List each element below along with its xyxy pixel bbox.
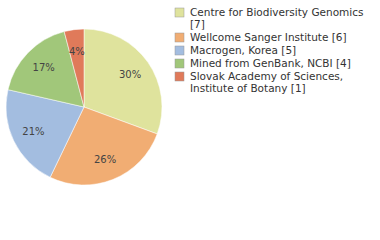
pie <box>6 29 162 185</box>
legend-label: Mined from GenBank, NCBI [4] <box>190 57 351 69</box>
data-label: 17% <box>33 62 55 73</box>
legend-swatch <box>175 46 184 55</box>
legend-label: Macrogen, Korea [5] <box>190 44 296 56</box>
data-label: 30% <box>119 69 141 80</box>
legend-label: Slovak Academy of Sciences,Institute of … <box>190 70 343 94</box>
data-labels: 30% 26% 21% 17% 4% <box>22 46 141 165</box>
legend-swatch <box>175 59 184 68</box>
data-label: 4% <box>69 46 85 57</box>
legend-swatch <box>175 72 184 81</box>
legend: Centre for Biodiversity Genomics[7]Wellc… <box>175 6 363 94</box>
chart: 30% 26% 21% 17% 4% Centre for Biodiversity Ge… <box>0 0 380 240</box>
legend-label: Centre for Biodiversity Genomics[7] <box>190 6 363 30</box>
legend-label: Wellcome Sanger Institute [6] <box>190 31 347 43</box>
data-label: 21% <box>22 126 44 137</box>
data-label: 26% <box>94 154 116 165</box>
legend-swatch <box>175 33 184 42</box>
legend-swatch <box>175 8 184 17</box>
pie-slice <box>64 29 84 107</box>
